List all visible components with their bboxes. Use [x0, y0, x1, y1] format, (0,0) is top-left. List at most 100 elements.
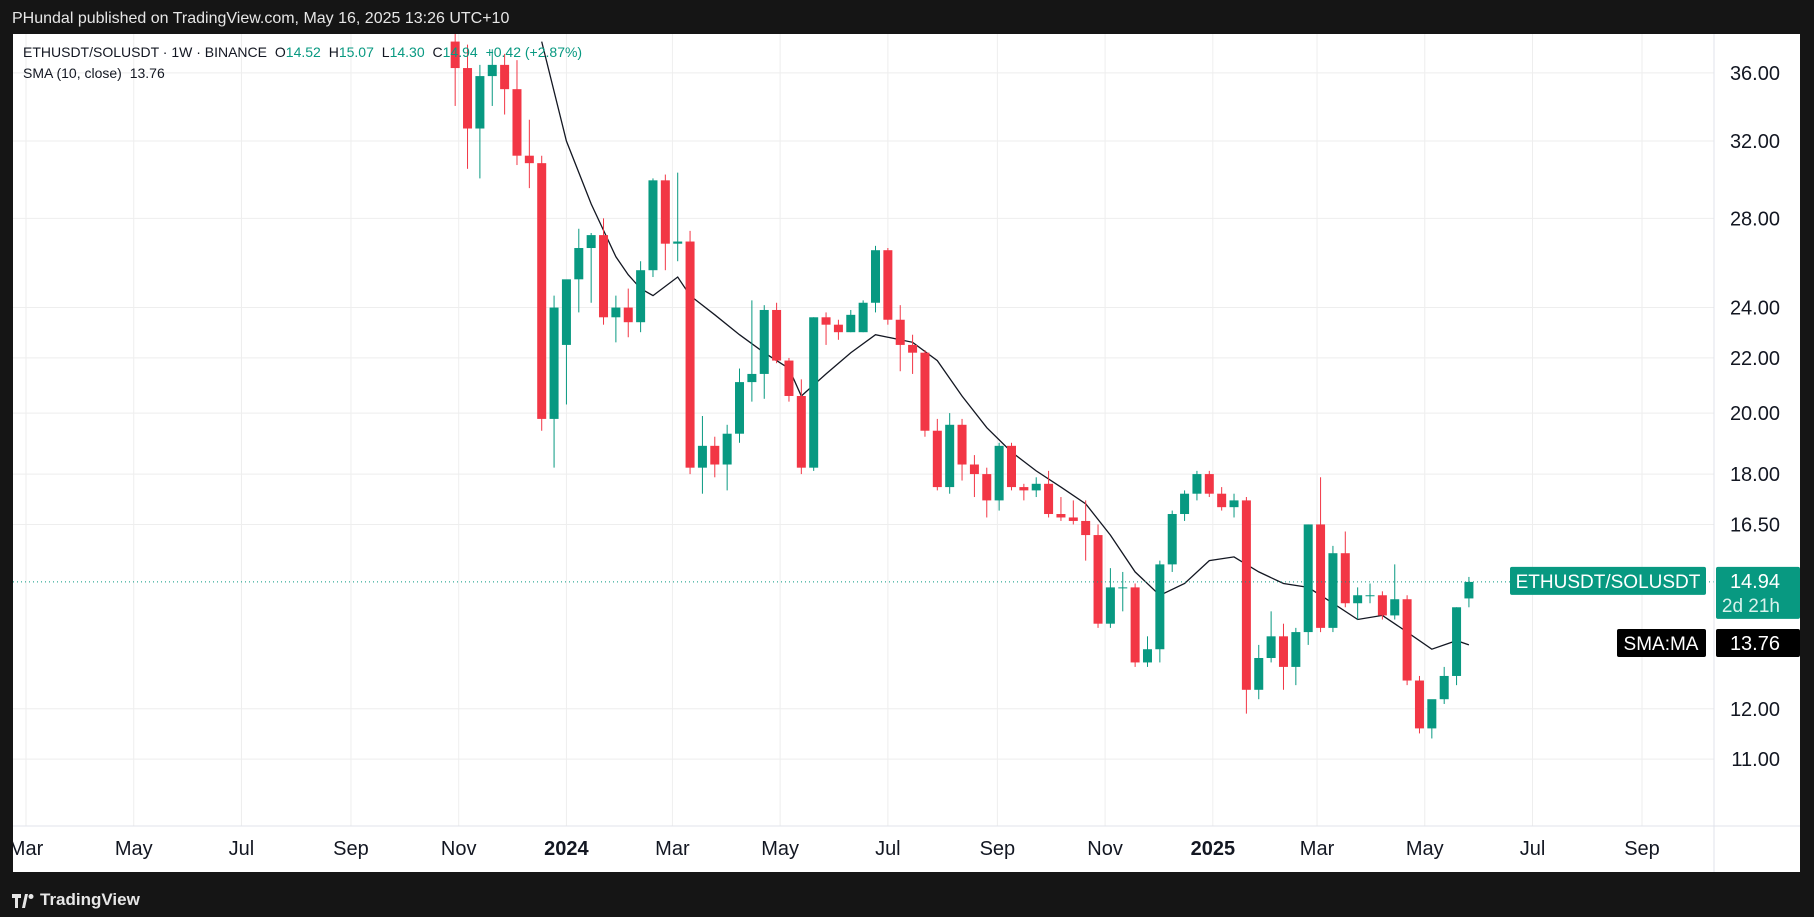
legend-open-value: 14.52	[285, 44, 321, 60]
last-price-countdown: 2d 21h	[1722, 596, 1780, 617]
y-tick-label: 12.00	[1730, 699, 1780, 721]
candle-body	[1291, 632, 1301, 667]
candle-body	[1068, 517, 1078, 521]
candle	[722, 424, 732, 491]
candle-body	[1192, 474, 1202, 494]
candle-body	[747, 373, 757, 383]
candle	[883, 248, 893, 325]
candle	[623, 288, 633, 338]
candle-body	[1414, 680, 1424, 729]
footer-bar: TradingView	[0, 872, 1814, 917]
legend-low-label: L	[381, 44, 390, 60]
candle	[1105, 568, 1115, 628]
candle	[796, 379, 806, 475]
publisher-bar: PHundal published on TradingView.com, Ma…	[0, 0, 1814, 34]
candle	[685, 230, 695, 475]
candle	[561, 279, 571, 405]
y-tick-label: 18.00	[1730, 464, 1780, 486]
candle	[611, 295, 621, 343]
candle	[1340, 531, 1350, 608]
candle-body	[1217, 493, 1227, 508]
legend-sma-label[interactable]: SMA (10, close)	[23, 65, 122, 81]
sma-symbol-text: SMA:MA	[1624, 634, 1699, 655]
x-tick-label: May	[761, 838, 799, 860]
candlestick-chart[interactable]: 11.00 12.00 16.50 18.00 20.00 22.00 24.00 28.00…	[9, 26, 1800, 872]
candle	[920, 350, 930, 437]
x-tick-label: Jul	[229, 838, 255, 860]
candle	[512, 60, 522, 166]
candle	[994, 442, 1004, 511]
y-tick-label: 11.00	[1731, 749, 1780, 771]
y-tick-label: 28.00	[1730, 208, 1780, 230]
last-price-value: 14.94	[1730, 571, 1780, 593]
candle	[1081, 500, 1091, 561]
candle	[1328, 545, 1338, 633]
candle	[846, 309, 856, 333]
tradingview-logo[interactable]: TradingView	[12, 890, 140, 910]
candle	[648, 178, 658, 278]
candle	[636, 261, 646, 333]
chart-area[interactable]: ETHUSDT/SOLUSDT · 1W · BINANCE O14.52 H1…	[9, 26, 1800, 872]
x-tick-label: 2025	[1191, 838, 1236, 860]
candle-body	[561, 279, 571, 345]
candle	[1464, 576, 1474, 608]
candle	[858, 300, 868, 333]
candle	[932, 418, 942, 491]
candle-body	[1340, 553, 1350, 604]
candle-body	[982, 474, 992, 501]
candle	[549, 295, 559, 468]
candle	[500, 53, 510, 115]
candle-body	[994, 445, 1004, 501]
candle	[809, 317, 819, 471]
tradingview-logo-icon	[12, 893, 34, 908]
candle-body	[1328, 553, 1338, 628]
candle-body	[846, 314, 856, 333]
legend-symbol[interactable]: ETHUSDT/SOLUSDT · 1W · BINANCE	[23, 44, 267, 60]
candle	[1439, 666, 1449, 704]
candle	[1180, 490, 1190, 521]
candle-body	[697, 445, 707, 468]
x-tick-label: Sep	[980, 838, 1016, 860]
candle	[1316, 477, 1326, 633]
legend-sma-row: SMA (10, close) 13.76	[23, 63, 582, 84]
legend-sma-value: 13.76	[129, 65, 165, 81]
candle-body	[1142, 649, 1152, 663]
candle	[957, 418, 967, 481]
candle	[710, 436, 720, 478]
candle-body	[1093, 535, 1103, 624]
price-axis[interactable]: 11.00 12.00 16.50 18.00 20.00 22.00 24.00 28.00…	[1730, 63, 1780, 771]
candle-body	[722, 433, 732, 465]
candle	[895, 305, 905, 372]
candle-body	[623, 307, 633, 323]
last-price-tag	[1716, 566, 1800, 619]
publisher-text: PHundal published on TradingView.com, Ma…	[12, 10, 510, 27]
candle	[574, 228, 584, 313]
candle	[969, 455, 979, 498]
candle-body	[809, 317, 819, 468]
candle	[1118, 571, 1128, 612]
candle-body	[932, 430, 942, 488]
time-axis[interactable]: Mar May Jul Sep Nov 2024 Mar May Jul Sep Nov 2025 Ma…	[9, 838, 1660, 860]
x-tick-label: Mar	[655, 838, 690, 860]
candle	[1291, 627, 1301, 686]
candle-body	[1427, 699, 1437, 729]
candle-body	[772, 309, 782, 361]
candle-body	[969, 464, 979, 475]
candle	[1093, 524, 1103, 628]
legend-open-label: O	[274, 44, 286, 60]
candle	[908, 334, 918, 374]
candle	[1006, 442, 1016, 491]
candle-body	[463, 68, 473, 129]
candle-body	[475, 76, 485, 129]
candle	[1155, 560, 1165, 663]
candle	[1229, 493, 1239, 518]
candle	[697, 415, 707, 494]
tradingview-logo-text: TradingView	[40, 890, 140, 909]
candle	[537, 155, 547, 431]
sma-symbol-tag	[1617, 629, 1706, 657]
sma-value-text: 13.76	[1730, 633, 1780, 655]
candle-body	[735, 382, 745, 434]
candle-body	[1044, 483, 1054, 515]
candle-body	[1303, 524, 1313, 633]
y-tick-label: 32.00	[1730, 131, 1780, 153]
